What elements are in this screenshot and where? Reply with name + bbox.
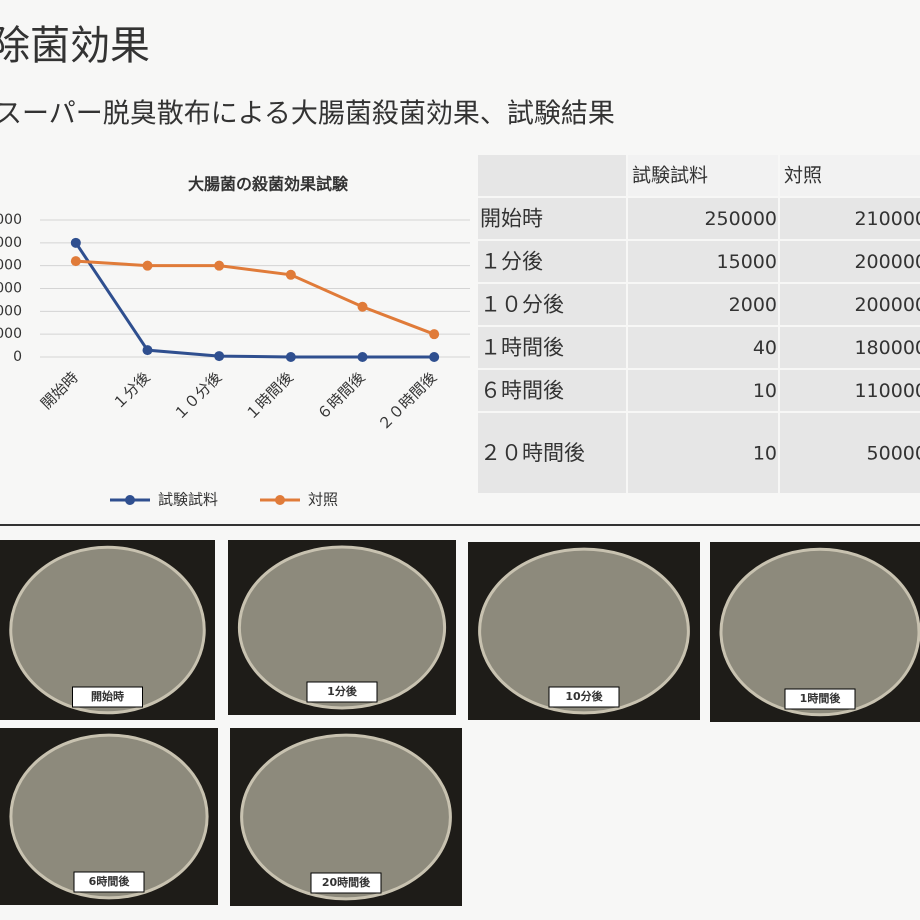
table-cell xyxy=(478,155,626,196)
table-cell xyxy=(780,241,920,282)
table-cell xyxy=(478,327,626,368)
photo-label: 1時間後 xyxy=(800,691,842,705)
table-value: 250000 xyxy=(704,208,777,230)
table-value: 10 xyxy=(753,380,777,402)
data-point xyxy=(214,351,225,362)
y-tick-label: 150000 xyxy=(0,281,22,297)
y-tick-label: 50000 xyxy=(0,326,22,342)
table-value: 10 xyxy=(753,443,777,465)
petri-dish xyxy=(478,547,690,715)
table-value: 180000 xyxy=(854,337,920,359)
y-tick-label: 0 xyxy=(13,349,22,365)
legend-marker xyxy=(275,495,285,505)
photo-label-box xyxy=(784,688,856,710)
chart-title: 大腸菌の殺菌効果試験 xyxy=(188,175,349,194)
table-value: 110000 xyxy=(854,380,920,402)
x-tick-label: ２０時間後 xyxy=(374,368,440,434)
data-point xyxy=(429,351,440,362)
table-cell xyxy=(780,284,920,325)
petri-dish xyxy=(9,545,206,715)
photo-label: 開始時 xyxy=(91,689,124,703)
table-cell xyxy=(780,370,920,411)
data-point xyxy=(357,351,368,362)
table-value: 2000 xyxy=(729,294,777,316)
y-tick-label: 100000 xyxy=(0,303,22,319)
table-value: 210000 xyxy=(854,208,920,230)
data-point xyxy=(285,351,296,362)
table-cell xyxy=(628,413,778,493)
table-cell xyxy=(628,198,778,239)
x-tick-label: 開始時 xyxy=(37,368,82,413)
page-title: 除菌効果 xyxy=(0,23,150,69)
table-cell xyxy=(628,327,778,368)
table-cell xyxy=(780,413,920,493)
x-tick-label: ６時間後 xyxy=(313,368,368,423)
legend-marker xyxy=(125,495,135,505)
table-row-label: 開始時 xyxy=(480,207,543,231)
x-tick-label: １時間後 xyxy=(242,368,297,423)
table-row-label: １０分後 xyxy=(480,293,564,317)
table-cell xyxy=(478,284,626,325)
table-cell xyxy=(628,370,778,411)
table-row-label: １分後 xyxy=(480,250,543,274)
data-point xyxy=(285,269,296,280)
legend-label: 対照 xyxy=(308,491,338,509)
data-point xyxy=(429,329,440,340)
data-point xyxy=(70,237,81,248)
y-tick-label: 250000 xyxy=(0,235,22,251)
y-tick-label: 300000 xyxy=(0,212,22,228)
petri-dish xyxy=(719,547,920,717)
table-row-label: ２０時間後 xyxy=(480,441,585,465)
photo-label: 1分後 xyxy=(327,684,358,698)
table-row-label: ６時間後 xyxy=(480,379,564,403)
table-cell xyxy=(780,198,920,239)
series-line xyxy=(75,259,435,336)
table-value: 200000 xyxy=(854,294,920,316)
data-point xyxy=(142,345,153,356)
photo-label-box xyxy=(72,686,143,708)
table-cell xyxy=(628,284,778,325)
table-value: 50000 xyxy=(867,443,920,465)
photo-label-box xyxy=(548,686,620,708)
photo-label: 6時間後 xyxy=(89,874,131,888)
table-header: 試験試料 xyxy=(632,165,708,187)
table-value: 200000 xyxy=(854,251,920,273)
table-cell xyxy=(628,155,778,196)
data-point xyxy=(142,260,153,271)
photo-label: 10分後 xyxy=(565,689,603,703)
table-row-label: １時間後 xyxy=(480,336,564,360)
x-tick-label: １分後 xyxy=(109,368,154,413)
series-line xyxy=(74,242,435,359)
x-tick-label: １０分後 xyxy=(170,368,225,423)
photo-label-box xyxy=(306,681,378,703)
page-subtitle: スーパー脱臭散布による大腸菌殺菌効果、試験結果 xyxy=(0,99,615,130)
table-cell xyxy=(478,370,626,411)
table-cell xyxy=(478,413,626,493)
table-cell xyxy=(780,155,920,196)
table-cell xyxy=(780,327,920,368)
legend-label: 試験試料 xyxy=(158,491,218,509)
y-tick-label: 200000 xyxy=(0,258,22,274)
table-header: 対照 xyxy=(784,165,822,187)
photo-label-box xyxy=(73,871,145,893)
table-value: 15000 xyxy=(717,251,777,273)
data-point xyxy=(214,260,225,271)
table-cell xyxy=(478,241,626,282)
table-cell xyxy=(478,198,626,239)
table-value: 40 xyxy=(753,337,777,359)
petri-dish xyxy=(240,733,452,901)
data-point xyxy=(357,301,368,312)
petri-dish xyxy=(237,545,447,710)
photo-label: 20時間後 xyxy=(322,875,371,889)
data-point xyxy=(70,256,81,267)
petri-dish xyxy=(9,733,209,900)
photo-label-box xyxy=(310,872,382,894)
table-cell xyxy=(628,241,778,282)
